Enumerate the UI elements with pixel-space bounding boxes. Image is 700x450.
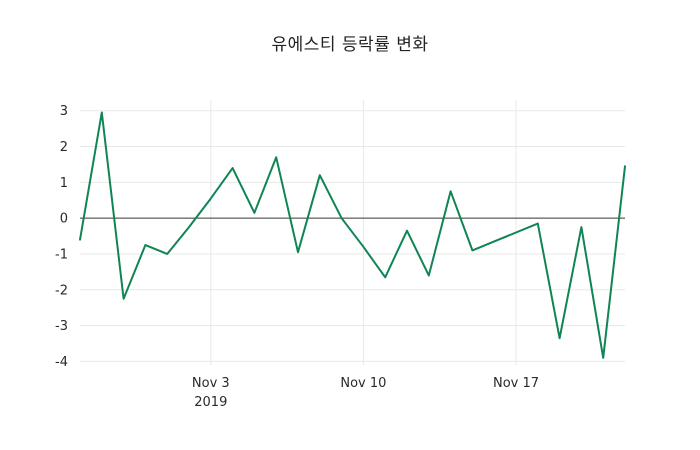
x-tick-label: Nov 10 bbox=[340, 376, 386, 391]
y-tick-label: -2 bbox=[55, 283, 68, 298]
y-tick-label: 2 bbox=[60, 140, 68, 155]
chart-title: 유에스티 등락률 변화 bbox=[271, 35, 429, 55]
x-tick-label: Nov 3 bbox=[192, 376, 230, 391]
x-tick-sublabel: 2019 bbox=[194, 395, 227, 410]
y-tick-label: 3 bbox=[60, 104, 68, 119]
y-tick-label: -1 bbox=[55, 247, 68, 262]
series-line bbox=[79, 111, 626, 359]
x-tick-label: Nov 17 bbox=[493, 376, 539, 391]
y-tick-label: -3 bbox=[55, 319, 68, 334]
y-tick-label: -4 bbox=[55, 355, 68, 370]
y-tick-label: 1 bbox=[60, 176, 68, 191]
y-tick-label: 0 bbox=[60, 212, 68, 227]
